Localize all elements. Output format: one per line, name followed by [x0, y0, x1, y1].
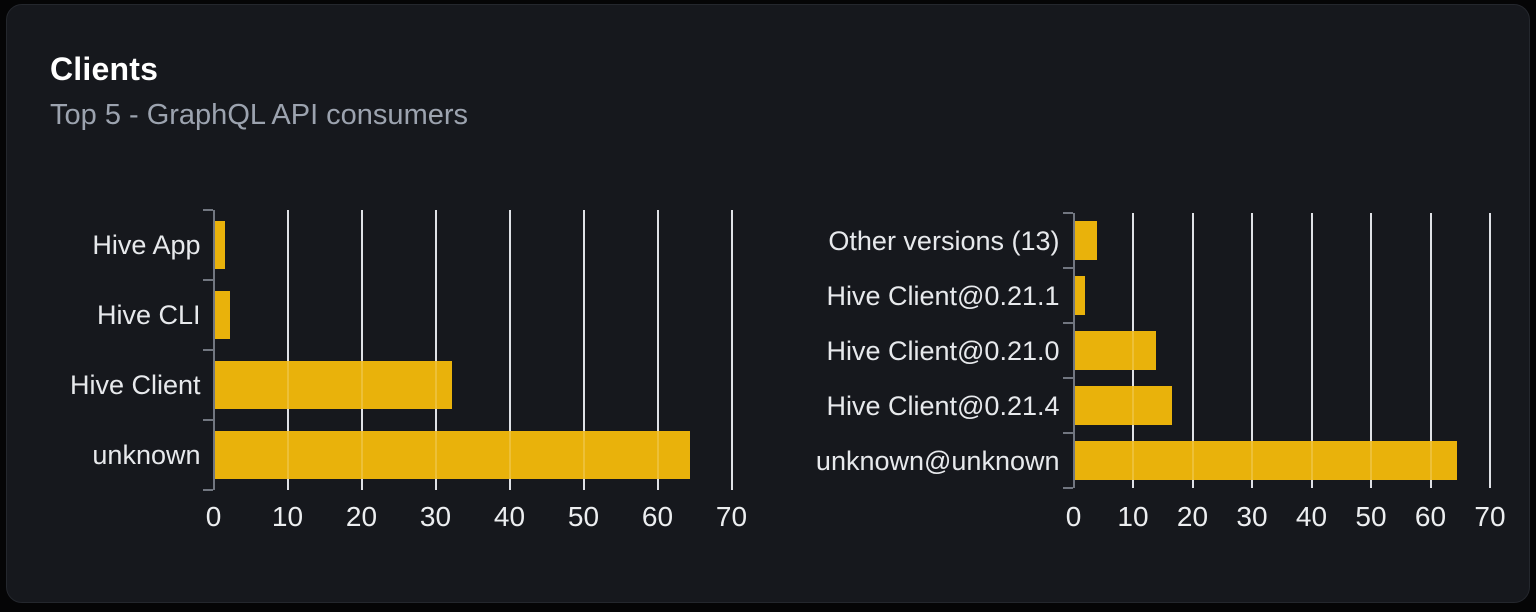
gridline: [1310, 213, 1313, 488]
x-tick-label: 0: [1065, 501, 1082, 532]
y-axis-tick: [1062, 487, 1073, 489]
gridline-overlay: [434, 210, 437, 490]
gridline-overlay: [508, 210, 511, 490]
gridline-overlay: [1251, 213, 1253, 488]
x-tick-label: 30: [1236, 501, 1268, 532]
gridline: [286, 210, 289, 490]
x-tick-label: 50: [567, 501, 600, 532]
gridline-overlay: [656, 210, 659, 490]
gridline-overlay: [1489, 213, 1491, 488]
gridline-overlay: [1370, 213, 1372, 488]
x-tick-label: 10: [1117, 501, 1149, 532]
gridline: [656, 210, 659, 490]
card-subtitle: Top 5 - GraphQL API consumers: [50, 99, 469, 131]
y-axis-tick: [1062, 432, 1073, 434]
category-label: Hive CLI: [96, 300, 201, 330]
gridline: [1489, 213, 1491, 488]
gridline-overlay: [1310, 213, 1313, 488]
gridline-overlay: [360, 210, 363, 490]
category-label: Hive Client: [69, 370, 201, 400]
y-axis-tick: [1062, 267, 1073, 269]
bar: [1074, 331, 1156, 370]
y-axis-tick: [202, 419, 213, 421]
bar: [1074, 441, 1458, 480]
y-axis-tick: [1062, 377, 1073, 379]
category-label: unknown: [92, 440, 201, 470]
gridline-overlay: [730, 210, 733, 490]
category-label: Hive Client@0.21.1: [826, 280, 1060, 311]
x-tick-label: 60: [1414, 501, 1447, 532]
x-tick-label: 0: [205, 501, 222, 532]
bar: [214, 221, 225, 269]
gridline-overlay: [1132, 213, 1134, 488]
gridline: [1429, 213, 1432, 488]
x-tick-label: 40: [493, 501, 526, 532]
x-tick-label: 60: [641, 501, 674, 532]
bar: [1074, 221, 1098, 260]
gridline-overlay: [1429, 213, 1432, 488]
bar: [214, 431, 691, 479]
gridline: [582, 210, 585, 490]
category-label: unknown@unknown: [815, 445, 1060, 476]
x-tick-label: 20: [345, 501, 378, 532]
card-title: Clients: [50, 51, 159, 87]
x-tick-label: 20: [1176, 501, 1209, 532]
gridline: [1251, 213, 1253, 488]
category-label: Hive Client@0.21.4: [826, 390, 1060, 421]
gridline-overlay: [582, 210, 585, 490]
gridline-overlay: [1191, 213, 1194, 488]
clients-card: Clients Top 5 - GraphQL API consumers: [6, 4, 1530, 603]
y-axis-line: [212, 210, 215, 490]
x-tick-label: 70: [1474, 501, 1506, 532]
bar: [1074, 386, 1173, 425]
bar: [1074, 276, 1086, 315]
x-tick-label: 70: [715, 501, 748, 532]
category-label: Hive App: [92, 230, 201, 260]
category-label: Other versions (13): [828, 225, 1060, 256]
y-axis-tick: [202, 209, 213, 211]
y-axis-tick: [202, 349, 213, 351]
gridline: [434, 210, 437, 490]
y-axis-tick: [1062, 322, 1073, 324]
gridline: [1191, 213, 1194, 488]
y-axis-tick: [202, 489, 213, 491]
x-tick-label: 30: [419, 501, 452, 532]
x-tick-label: 40: [1295, 501, 1328, 532]
bar: [214, 361, 453, 409]
gridline: [1370, 213, 1372, 488]
y-axis-tick: [1062, 212, 1073, 214]
x-tick-label: 50: [1355, 501, 1387, 532]
bar: [214, 291, 231, 339]
x-tick-label: 10: [271, 501, 304, 532]
y-axis-line: [1072, 213, 1075, 488]
gridline: [360, 210, 363, 490]
category-label: Hive Client@0.21.0: [826, 335, 1060, 366]
gridline: [730, 210, 733, 490]
y-axis-tick: [202, 279, 213, 281]
gridline-overlay: [286, 210, 289, 490]
gridline: [508, 210, 511, 490]
